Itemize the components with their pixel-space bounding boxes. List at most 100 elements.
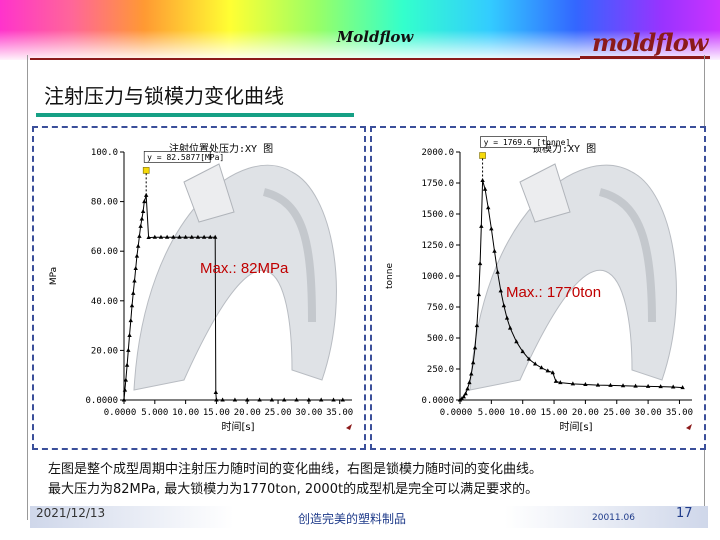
cursor-label: y = 1769.6 [tonne] — [484, 138, 571, 147]
left-border-line — [27, 55, 28, 520]
description-line-2: 最大压力为82MPa, 最大锁模力为1770ton, 2000t的成型机是完全可… — [48, 482, 539, 497]
data-point — [474, 323, 480, 328]
footer-code: 20011.06 — [592, 513, 635, 523]
y-tick-label: 20.00 — [91, 346, 118, 356]
data-point — [123, 377, 129, 382]
data-point — [680, 385, 685, 390]
data-point — [463, 391, 468, 396]
data-point — [171, 234, 176, 239]
data-point — [501, 303, 507, 308]
footer-slogan: 创造完美的塑料制品 — [298, 512, 407, 526]
data-point — [129, 303, 135, 308]
x-tick-label: 5.000 — [141, 408, 168, 418]
data-point — [553, 378, 559, 383]
data-point — [213, 390, 219, 395]
data-point — [127, 333, 132, 338]
data-point — [595, 382, 601, 387]
part-shape — [133, 164, 337, 391]
x-tick-label: 25.00 — [265, 408, 292, 418]
cursor-label-box — [480, 136, 547, 148]
data-point — [140, 209, 146, 214]
data-point — [526, 356, 532, 361]
data-point — [331, 397, 336, 402]
x-tick-label: 10.00 — [172, 408, 199, 418]
data-point — [124, 362, 130, 367]
data-point — [139, 216, 145, 221]
brand-underline — [580, 56, 710, 59]
data-point — [498, 288, 503, 293]
data-point — [472, 345, 478, 350]
x-tick-label: 30.00 — [295, 408, 322, 418]
y-tick-label: 0.0000 — [421, 396, 454, 406]
data-point — [189, 234, 194, 239]
data-point — [158, 234, 164, 239]
description: 左图是整个成型周期中注射压力随时间的变化曲线，右图是锁模力随时间的变化曲线。 最… — [48, 460, 708, 500]
data-point — [539, 365, 544, 370]
page-number: 17 — [676, 506, 693, 521]
data-point — [504, 315, 510, 320]
data-point — [620, 383, 626, 388]
part-silhouette — [133, 163, 337, 391]
x-tick-label: 25.00 — [603, 408, 630, 418]
data-point — [306, 397, 312, 402]
data-point — [142, 199, 147, 204]
y-tick-label: 100.0 — [91, 148, 118, 158]
data-point — [470, 360, 476, 365]
data-point — [645, 383, 651, 388]
part-tab — [519, 163, 571, 223]
data-point — [201, 234, 207, 239]
data-point — [658, 384, 663, 389]
chart-title: 锁模力:XY 图 — [532, 142, 596, 155]
footer-date: 2021/12/13 — [36, 506, 106, 520]
data-point — [608, 382, 613, 387]
data-point — [533, 361, 538, 366]
y-tick-label: 250.0 — [427, 365, 454, 375]
x-tick-label: 15.00 — [541, 408, 568, 418]
x-tick-label: 30.00 — [635, 408, 662, 418]
part-rib — [262, 188, 316, 323]
y-tick-label: 500.0 — [427, 334, 454, 344]
data-point — [477, 261, 483, 266]
cursor-marker — [142, 167, 150, 174]
cursor-marker — [479, 152, 486, 159]
data-point — [318, 397, 324, 402]
data-point — [138, 223, 143, 228]
data-point — [122, 387, 128, 392]
y-tick-label: 80.00 — [91, 198, 118, 208]
data-point — [340, 397, 345, 402]
data-point — [208, 234, 213, 239]
x-tick-label: 20.00 — [572, 408, 599, 418]
data-point — [482, 186, 488, 191]
pin-icon — [686, 424, 692, 430]
x-axis-label: 时间[s] — [221, 420, 254, 433]
y-tick-label: 1500.0 — [421, 210, 454, 220]
data-point — [550, 370, 555, 375]
data-point — [214, 397, 219, 402]
data-point — [507, 325, 513, 330]
data-point — [469, 371, 474, 376]
data-point — [294, 397, 299, 402]
data-point — [495, 269, 500, 274]
y-tick-label: 1250.0 — [421, 241, 454, 251]
y-tick-label: 0.0000 — [85, 396, 118, 406]
x-tick-label: 35.00 — [666, 408, 693, 418]
clamp-force-chart-svg: 锁模力:XY 图 0.0000 250.0 500.0 750.0 1000.0 1250.… — [385, 136, 693, 433]
data-point — [134, 253, 140, 258]
pressure-chart-svg: 注射位置处压力:XY 图0.000020.0040.0060.0080.0010… — [49, 142, 353, 433]
x-axis-label: 时间[s] — [559, 420, 592, 433]
cursor-label: y = 82.5877[MPa] — [147, 153, 224, 162]
x-tick-label: 10.00 — [509, 408, 536, 418]
pin-icon — [346, 424, 352, 430]
y-tick-label: 750.0 — [427, 303, 454, 313]
data-point — [232, 397, 238, 402]
footer-bar — [30, 506, 708, 528]
y-tick-label: 2000.0 — [421, 148, 454, 158]
y-tick-label: 1000.0 — [421, 272, 454, 282]
data-point — [558, 380, 563, 385]
data-point — [245, 397, 250, 402]
data-point — [465, 386, 470, 391]
data-point — [133, 266, 138, 271]
data-point — [128, 318, 133, 323]
max-pressure-callout: Max.: 82MPa — [200, 260, 289, 277]
data-point — [121, 397, 127, 402]
